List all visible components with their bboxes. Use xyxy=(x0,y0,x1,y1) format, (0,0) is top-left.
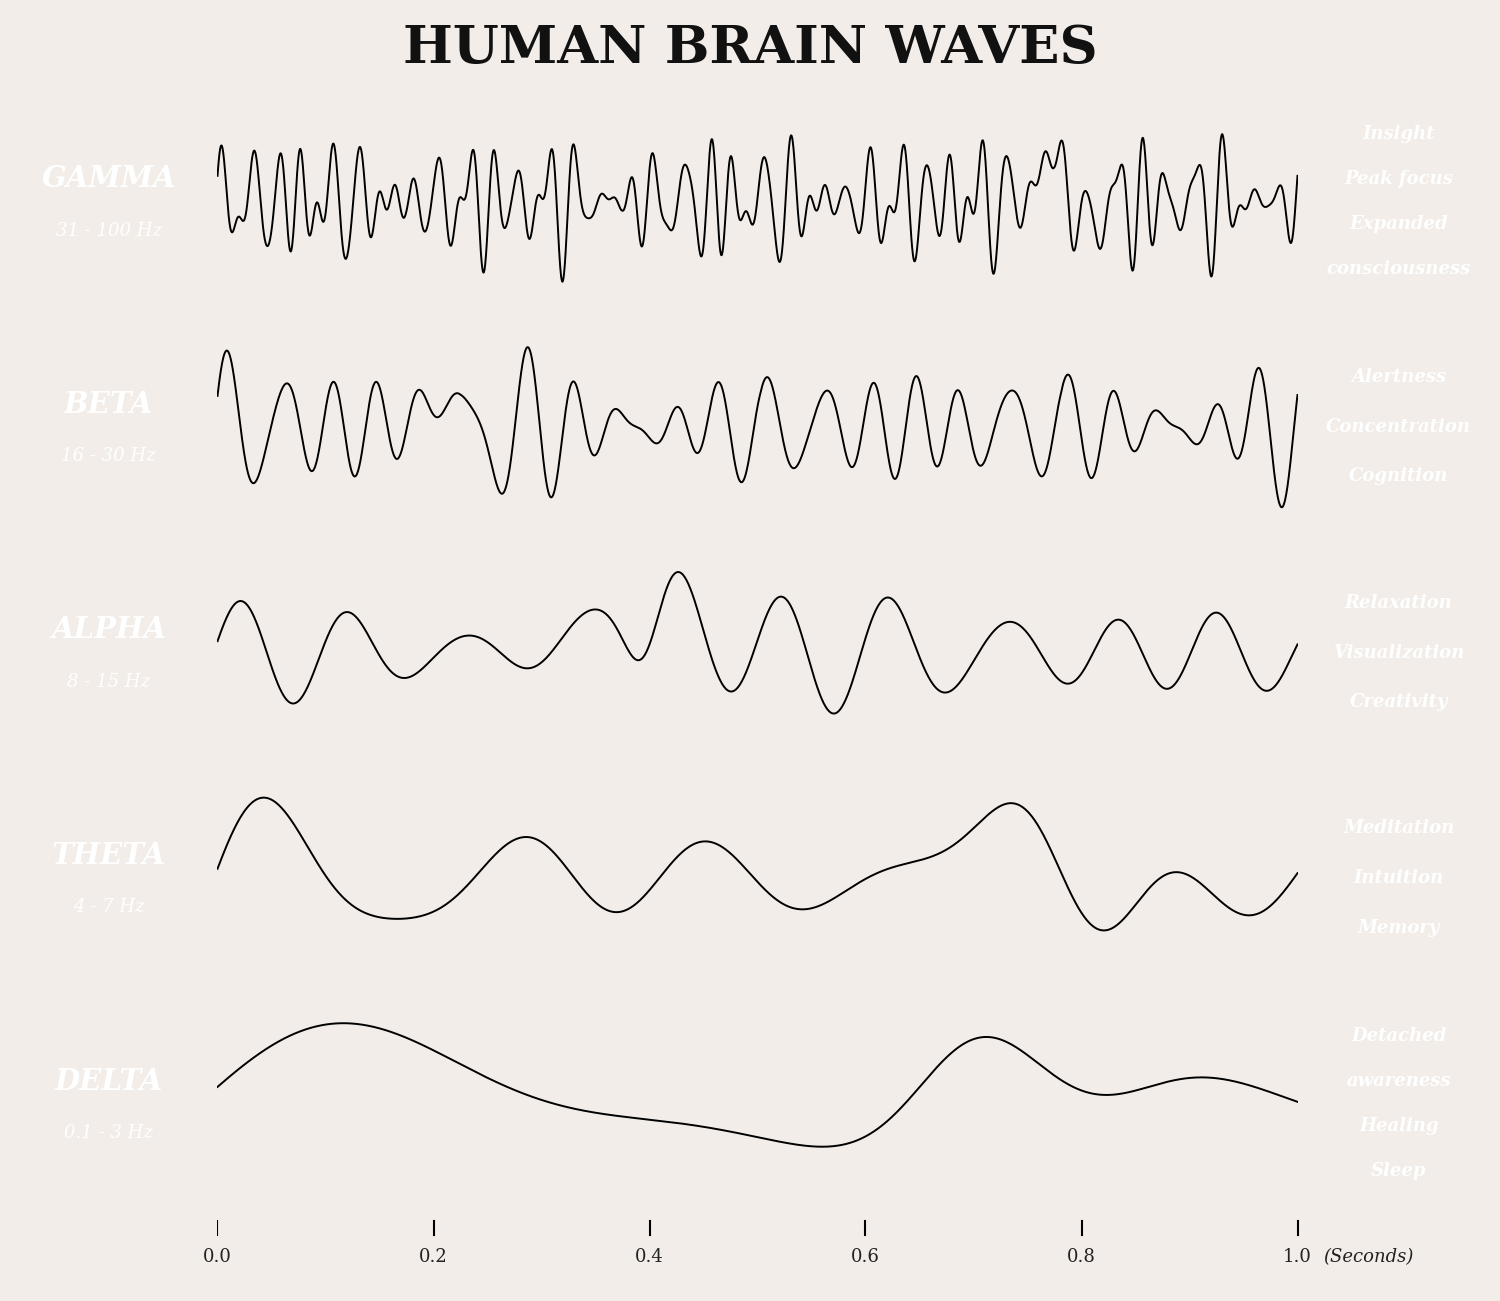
Text: 0.0: 0.0 xyxy=(202,1248,232,1266)
Text: Intuition: Intuition xyxy=(1353,869,1444,887)
Text: (Seconds): (Seconds) xyxy=(1323,1248,1413,1266)
Text: ALPHA: ALPHA xyxy=(51,615,166,644)
Text: Cognition: Cognition xyxy=(1348,467,1449,485)
Text: THETA: THETA xyxy=(51,840,165,870)
Text: Healing: Healing xyxy=(1359,1118,1438,1136)
Text: 0.2: 0.2 xyxy=(419,1248,448,1266)
Text: Expanded: Expanded xyxy=(1350,215,1448,233)
Text: Concentration: Concentration xyxy=(1326,418,1472,436)
Text: Detached: Detached xyxy=(1352,1026,1446,1045)
Text: BETA: BETA xyxy=(64,390,153,419)
Text: Meditation: Meditation xyxy=(1342,820,1455,838)
Text: 1.0: 1.0 xyxy=(1282,1248,1312,1266)
Text: Sleep: Sleep xyxy=(1371,1162,1426,1180)
Text: consciousness: consciousness xyxy=(1326,260,1472,278)
Text: DELTA: DELTA xyxy=(54,1067,164,1095)
Text: Peak focus: Peak focus xyxy=(1344,169,1454,187)
Text: 8 - 15 Hz: 8 - 15 Hz xyxy=(68,673,150,691)
Text: Insight: Insight xyxy=(1362,125,1436,143)
Text: Alertness: Alertness xyxy=(1352,368,1446,386)
Text: 16 - 30 Hz: 16 - 30 Hz xyxy=(62,448,156,466)
Text: 0.1 - 3 Hz: 0.1 - 3 Hz xyxy=(64,1124,153,1142)
Text: HUMAN BRAIN WAVES: HUMAN BRAIN WAVES xyxy=(402,23,1098,74)
Text: Visualization: Visualization xyxy=(1334,644,1464,661)
Text: 4 - 7 Hz: 4 - 7 Hz xyxy=(74,899,144,916)
Text: Relaxation: Relaxation xyxy=(1346,593,1452,611)
Text: 0.8: 0.8 xyxy=(1066,1248,1096,1266)
Text: 0.4: 0.4 xyxy=(634,1248,664,1266)
Text: GAMMA: GAMMA xyxy=(42,164,176,194)
Text: Creativity: Creativity xyxy=(1350,693,1448,712)
Text: 31 - 100 Hz: 31 - 100 Hz xyxy=(56,221,162,239)
Text: awareness: awareness xyxy=(1347,1072,1450,1090)
Text: 0.6: 0.6 xyxy=(850,1248,880,1266)
Text: Memory: Memory xyxy=(1358,919,1440,937)
